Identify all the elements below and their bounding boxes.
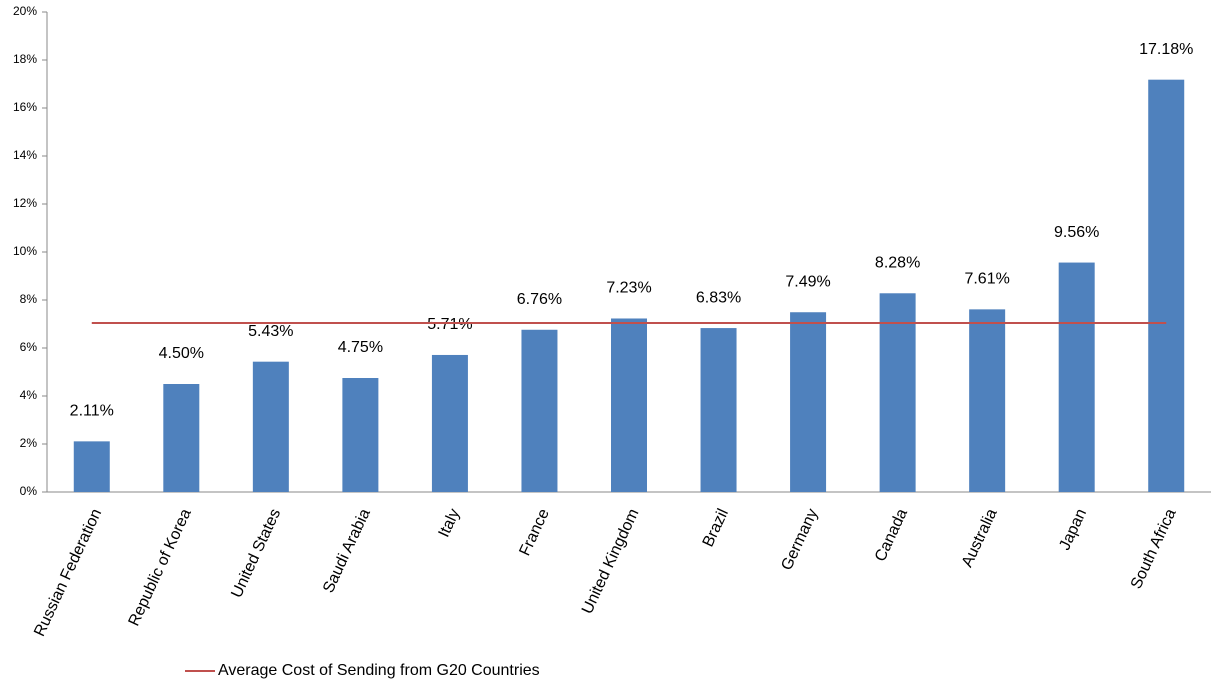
data-label: 4.75% [338, 339, 383, 356]
bar [342, 378, 379, 492]
bar [431, 354, 468, 492]
x-tick-label: United States [228, 506, 284, 600]
y-tick-label: 6% [20, 340, 38, 354]
bar [73, 441, 110, 492]
x-tick-label: Brazil [700, 506, 732, 549]
y-tick-label: 2% [20, 436, 38, 450]
y-tick-label: 10% [13, 244, 37, 258]
bar [790, 312, 827, 492]
data-label: 7.61% [964, 271, 1009, 288]
y-tick-label: 4% [20, 388, 38, 402]
x-tick-label: South Africa [1128, 506, 1180, 591]
y-tick-label: 16% [13, 100, 37, 114]
data-label: 6.76% [517, 291, 562, 308]
y-tick-label: 8% [20, 292, 38, 306]
data-label: 8.28% [875, 254, 920, 271]
bar [611, 318, 647, 492]
x-tick-label: Germany [778, 506, 821, 573]
y-tick-label: 20% [13, 4, 37, 18]
x-tick-label: Saudi Arabia [320, 506, 374, 596]
y-tick-label: 12% [13, 196, 37, 210]
bar [1148, 79, 1185, 493]
data-label: 5.71% [427, 316, 472, 333]
data-label: 2.11% [70, 403, 114, 420]
x-tick-label: Australia [959, 506, 1001, 570]
legend-label: Average Cost of Sending from G20 Countri… [218, 662, 540, 679]
data-label: 7.49% [785, 273, 830, 290]
y-tick-label: 14% [13, 148, 37, 162]
bar [1058, 262, 1095, 492]
data-label: 6.83% [696, 289, 741, 306]
bar [252, 361, 289, 492]
bar [163, 384, 200, 492]
x-tick-label: Japan [1056, 506, 1090, 553]
data-label: 7.23% [606, 280, 651, 297]
y-tick-label: 0% [20, 484, 38, 498]
bar [521, 329, 558, 492]
x-tick-label: Russian Federation [31, 506, 105, 639]
x-tick-label: Canada [872, 506, 911, 564]
bar [700, 328, 737, 492]
data-label: 9.56% [1054, 224, 1099, 241]
bar [879, 293, 916, 492]
bar [969, 309, 1006, 492]
x-tick-label: Republic of Korea [126, 506, 195, 629]
data-label: 4.50% [159, 345, 204, 362]
x-tick-label: United Kingdom [579, 506, 643, 616]
data-label: 17.18% [1139, 41, 1193, 58]
x-tick-label: France [516, 506, 553, 558]
y-tick-label: 18% [13, 52, 37, 66]
data-label: 5.43% [248, 323, 293, 340]
x-tick-label: Italy [436, 506, 464, 540]
